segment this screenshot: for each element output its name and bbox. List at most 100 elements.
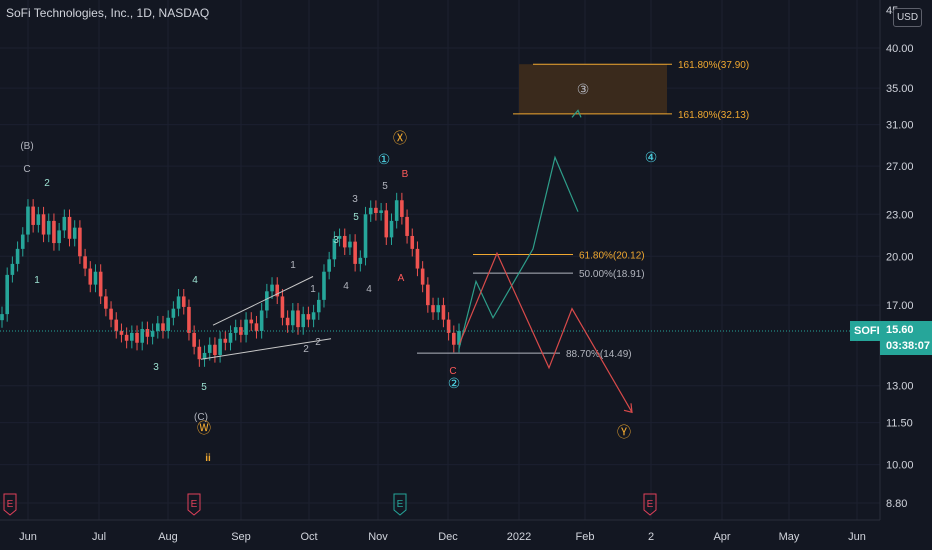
- earnings-marker: [187, 493, 201, 516]
- candle-body: [119, 330, 124, 335]
- projection-arrow-bullish: [571, 109, 582, 118]
- trend-line-wedge-lower: [200, 338, 332, 360]
- target-zone-label: ③: [577, 81, 590, 97]
- x-axis-tick-label: Sep: [231, 531, 251, 543]
- candle-body: [353, 241, 357, 264]
- candle-body: [166, 317, 170, 331]
- earnings-marker-label: E: [191, 499, 198, 510]
- x-axis-tick-label: Aug: [158, 531, 178, 543]
- y-axis-tick-label: 31.00: [886, 120, 914, 132]
- candle-body: [358, 257, 363, 264]
- projection-path-bearish: [458, 251, 633, 413]
- earnings-marker-label: E: [7, 499, 14, 510]
- x-axis-tick-label: 2: [648, 531, 654, 543]
- wave-label: 3: [352, 194, 358, 205]
- wave-label: 3: [153, 362, 159, 373]
- candle-body: [41, 214, 46, 235]
- candle-body: [20, 234, 25, 249]
- candle-body: [171, 308, 176, 318]
- candle-body: [88, 268, 93, 285]
- wave-label: 5: [382, 181, 388, 192]
- candle-body: [384, 210, 389, 238]
- candle-body: [67, 216, 72, 239]
- candle-body: [244, 319, 248, 335]
- x-axis-tick-label: Apr: [713, 531, 730, 543]
- wave-label: Ⓧ: [393, 130, 407, 146]
- candle-body: [254, 323, 259, 331]
- wave-label: B: [402, 169, 409, 180]
- candle-body: [140, 329, 145, 343]
- candle-body: [5, 274, 9, 315]
- candle-body: [405, 216, 409, 236]
- candle-body: [306, 314, 311, 320]
- wave-label: A: [398, 273, 405, 284]
- earnings-marker-label: E: [397, 499, 404, 510]
- candle-body: [62, 216, 67, 231]
- candle-body: [46, 220, 51, 235]
- candle-body: [301, 314, 306, 328]
- candle-body: [161, 323, 165, 331]
- candle-body: [457, 330, 461, 345]
- candle-body: [410, 235, 415, 249]
- y-axis-tick-label: 40.00: [886, 43, 914, 55]
- y-axis-tick-label: 8.80: [886, 498, 907, 510]
- y-axis-tick-label: 35.00: [886, 83, 914, 95]
- candle-body: [78, 227, 82, 257]
- y-axis-tick-label: 23.00: [886, 209, 914, 221]
- wave-label: 1: [34, 275, 40, 286]
- candle-body: [213, 344, 217, 356]
- candle-body: [452, 332, 456, 345]
- last-price: 15.60: [886, 324, 914, 336]
- wave-label: 2: [44, 178, 50, 189]
- candle-body: [431, 305, 435, 313]
- wave-label: Ⓨ: [617, 424, 631, 440]
- candle-body: [285, 317, 290, 326]
- trend-line-wedge-upper: [212, 276, 314, 326]
- candle-body: [57, 230, 61, 244]
- candle-body: [400, 200, 404, 217]
- wave-label: C: [449, 366, 456, 377]
- fib-level-label: 161.80%(32.13): [678, 110, 749, 121]
- candle-body: [332, 238, 337, 260]
- x-axis-tick-label: 2022: [507, 531, 531, 543]
- wave-label: ii: [205, 453, 211, 464]
- candle-body: [259, 310, 264, 331]
- candle-body: [207, 344, 212, 353]
- wave-label: 4: [192, 275, 198, 286]
- candle-body: [52, 220, 56, 244]
- bar-countdown: 03:38:07: [886, 340, 931, 352]
- projection-path-bullish: [458, 155, 579, 349]
- candle-body: [265, 291, 269, 311]
- candle-body: [342, 235, 347, 248]
- earnings-marker: [393, 493, 407, 516]
- x-axis-tick-label: Oct: [300, 531, 317, 543]
- chart-title: SoFi Technologies, Inc., 1D, NASDAQ: [6, 6, 210, 20]
- wave-label: 3: [333, 235, 339, 246]
- candle-body: [394, 200, 399, 221]
- wave-label: C: [23, 164, 30, 175]
- candle-body: [187, 306, 191, 333]
- wave-label: 2: [315, 337, 321, 348]
- x-axis-tick-label: Jul: [92, 531, 106, 543]
- candle-body: [145, 329, 150, 337]
- wave-label: ②: [448, 375, 461, 391]
- x-axis-tick-label: Dec: [438, 531, 458, 543]
- y-axis-tick-label: 11.50: [886, 418, 913, 430]
- candle-body: [197, 346, 202, 360]
- last-price-box: 15.60 03:38:07: [880, 321, 932, 355]
- candle-body: [150, 330, 155, 337]
- candle-body: [176, 296, 181, 309]
- y-axis-tick-label: 10.00: [886, 460, 914, 472]
- currency-button[interactable]: USD: [893, 8, 922, 27]
- candle-body: [104, 296, 108, 309]
- wave-label: Ⓦ: [197, 420, 211, 436]
- candle-body: [109, 308, 113, 320]
- wave-label: 1: [290, 260, 296, 271]
- candle-body: [26, 206, 30, 235]
- candle-body: [202, 352, 207, 360]
- candle-body: [348, 241, 352, 248]
- earnings-marker-label: E: [647, 499, 654, 510]
- x-axis-tick-label: Nov: [368, 531, 388, 543]
- candle-body: [291, 310, 295, 326]
